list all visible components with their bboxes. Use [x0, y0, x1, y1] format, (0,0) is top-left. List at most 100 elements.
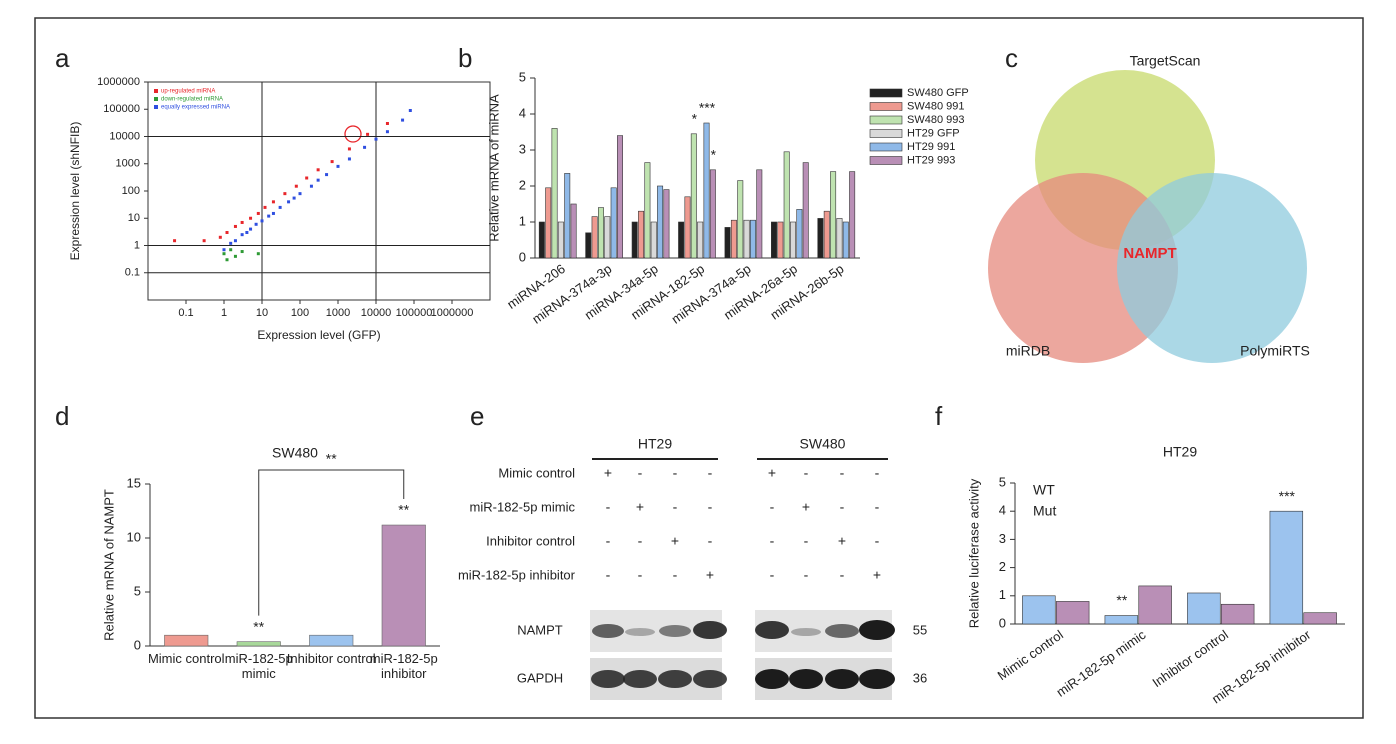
band-size: 36 [913, 670, 927, 685]
legend-label: SW480 991 [907, 100, 964, 112]
point [271, 211, 275, 215]
point [256, 252, 260, 256]
legend-swatch [869, 142, 903, 152]
point [283, 192, 287, 196]
bar [1055, 601, 1090, 625]
y-tick-label: 2 [999, 559, 1006, 574]
annotation: ** [398, 502, 409, 518]
band [592, 624, 624, 638]
sign: - [638, 567, 643, 583]
point [222, 252, 226, 256]
bar [709, 169, 716, 259]
bar [545, 187, 552, 259]
point [202, 239, 206, 243]
legend-swatch [869, 88, 903, 98]
bar [604, 216, 611, 259]
sign: - [840, 465, 845, 481]
bar [564, 173, 571, 259]
band-size: 55 [913, 622, 927, 637]
point [347, 147, 351, 151]
bar [790, 221, 797, 259]
sign: - [770, 499, 775, 515]
x-tick-label: 0.1 [178, 307, 193, 319]
bar [823, 210, 830, 259]
point [336, 164, 340, 168]
point [294, 184, 298, 188]
panel-letter: f [935, 401, 943, 431]
sign: - [638, 533, 643, 549]
legend-label: equally expressed miRNA [161, 105, 230, 111]
y-tick-label: 0 [999, 615, 1006, 630]
band [755, 621, 789, 639]
x-tick-label-text: miR-182-5p inhibitor [369, 651, 438, 681]
sign: - [875, 465, 880, 481]
bar [684, 196, 691, 259]
point [249, 227, 253, 231]
sign: + [636, 499, 644, 515]
point [229, 241, 233, 245]
sign: - [708, 465, 713, 481]
y-tick-label: 15 [127, 475, 141, 490]
point [249, 216, 253, 220]
legend-swatch [869, 129, 903, 138]
y-axis-label: Relative mRNA of miRNA [486, 94, 501, 242]
band [591, 670, 625, 688]
bar [777, 221, 784, 259]
x-tick-label: 100000 [396, 307, 433, 319]
bar [236, 641, 281, 647]
point [229, 248, 233, 252]
point [330, 160, 334, 164]
x-tick-label: Inhibitor control [286, 651, 376, 666]
x-tick-label-text: Mimic control [147, 651, 225, 666]
point [222, 248, 226, 252]
y-tick-label: 5 [519, 69, 526, 84]
bar [678, 221, 685, 259]
sign: - [673, 499, 678, 515]
sign: - [875, 533, 880, 549]
x-axis-label: Expression level (GFP) [257, 328, 380, 342]
point [254, 222, 258, 226]
point [298, 192, 302, 196]
panel-letter: a [55, 43, 70, 73]
row-label: miR-182-5p mimic [470, 499, 576, 514]
sign: + [838, 533, 846, 549]
panel-letter: b [458, 43, 472, 73]
point [240, 220, 244, 224]
bar [381, 524, 426, 647]
sign: + [671, 533, 679, 549]
y-tick-label: 0 [519, 249, 526, 264]
bar [644, 162, 651, 259]
bar [309, 634, 354, 647]
point [374, 137, 378, 141]
band [659, 625, 691, 637]
legend-label: down-regulated miRNA [161, 97, 223, 103]
bar [538, 221, 545, 259]
x-tick-label: 10000 [361, 307, 392, 319]
y-tick-label: 1000000 [97, 76, 140, 88]
bar [657, 185, 664, 259]
point [385, 130, 389, 134]
sign: + [873, 567, 881, 583]
sign: + [802, 499, 810, 515]
annotation: ** [1116, 592, 1127, 608]
band [623, 670, 657, 688]
bar [663, 189, 670, 259]
panel-letter: e [470, 401, 484, 431]
group-label: HT29 [638, 436, 672, 452]
bar [1269, 510, 1304, 625]
y-tick-label: 10 [127, 529, 141, 544]
legend-label: HT29 991 [907, 141, 955, 153]
y-tick-label: 1 [999, 587, 1006, 602]
point [292, 196, 296, 200]
legend-swatch [154, 97, 158, 101]
point [233, 254, 237, 258]
bar [585, 232, 592, 259]
point [309, 184, 313, 188]
y-tick-label: 10 [128, 212, 140, 224]
legend-label: SW480 993 [907, 114, 964, 126]
point [240, 250, 244, 254]
venn-circle [1117, 173, 1307, 363]
y-axis-label: Expression level (shNFIB) [68, 122, 82, 261]
x-tick-label-text: Inhibitor control [286, 651, 376, 666]
